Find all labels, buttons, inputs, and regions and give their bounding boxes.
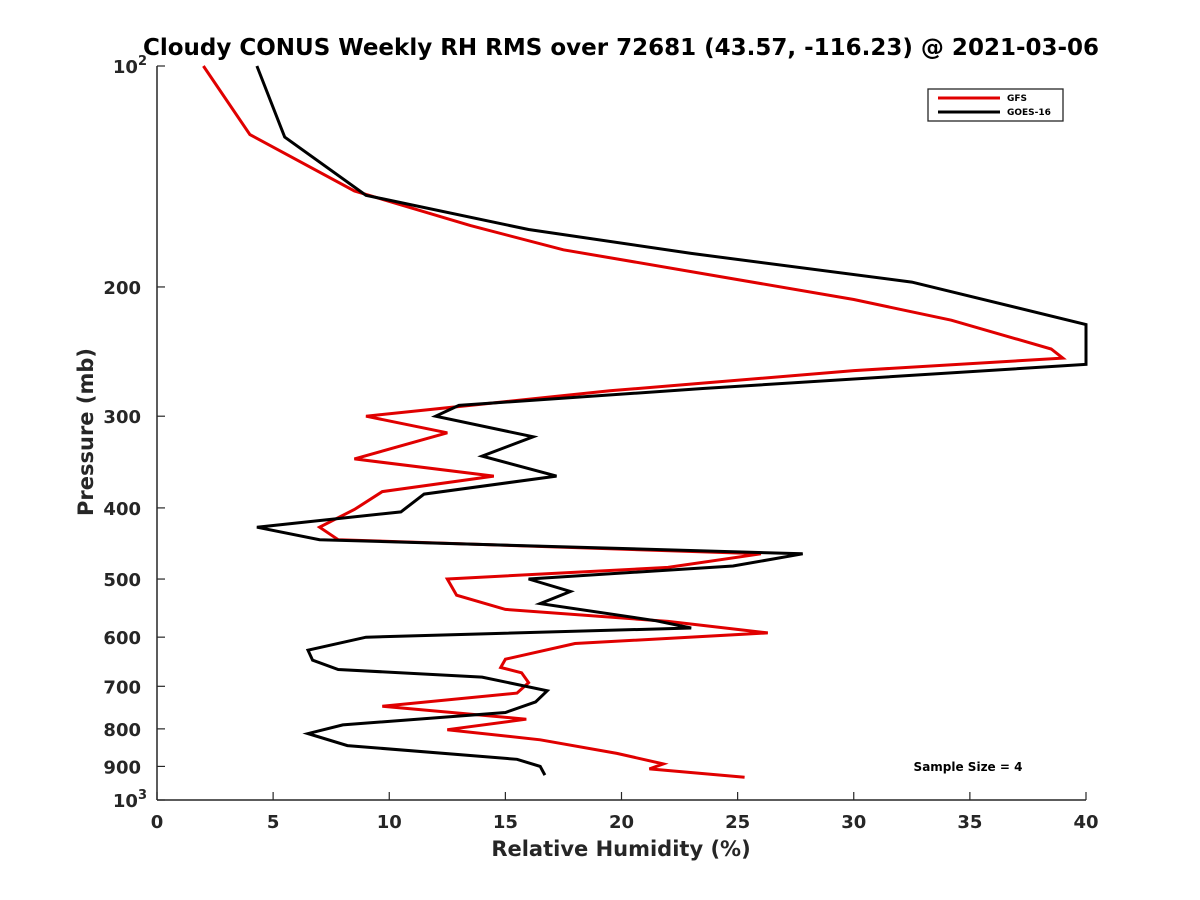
x-tick-label: 35 — [957, 812, 982, 833]
legend-label: GFS — [1007, 94, 1027, 104]
series-layer — [202, 65, 1088, 779]
x-tick-label: 30 — [841, 812, 866, 833]
x-tick-label: 0 — [151, 812, 164, 833]
y-tick-label: 102 — [113, 54, 147, 78]
axes: 0 5 10 15 20 25 30 35 40 102 200 300 400 500 600 700 800… — [103, 54, 1098, 833]
y-tick-label: 500 — [103, 570, 141, 591]
y-tick-label: 900 — [103, 757, 141, 778]
legend-label: GOES-16 — [1007, 108, 1051, 118]
x-tick-label: 20 — [609, 812, 634, 833]
y-axis-label: Pressure (mb) — [74, 348, 98, 516]
y-tick-label: 103 — [113, 788, 147, 812]
y-tick-label: 200 — [103, 278, 141, 299]
legend-box — [927, 88, 1064, 122]
x-tick-label: 10 — [377, 812, 402, 833]
y-tick-label: 300 — [103, 407, 141, 428]
series-goes-16-line — [255, 65, 1088, 776]
sample-size-annotation: Sample Size = 4 — [914, 760, 1023, 774]
x-axis-label: Relative Humidity (%) — [491, 837, 750, 861]
legend: GFS GOES-16 — [927, 88, 1064, 122]
chart-title: Cloudy CONUS Weekly RH RMS over 72681 (4… — [143, 35, 1099, 61]
x-tick-label: 40 — [1073, 812, 1098, 833]
y-tick-label: 600 — [103, 628, 141, 649]
y-tick-label: 700 — [103, 677, 141, 698]
x-tick-label: 15 — [493, 812, 518, 833]
x-tick-label: 5 — [267, 812, 280, 833]
y-tick-label: 800 — [103, 720, 141, 741]
y-tick-label: 400 — [103, 499, 141, 520]
x-tick-label: 25 — [725, 812, 750, 833]
